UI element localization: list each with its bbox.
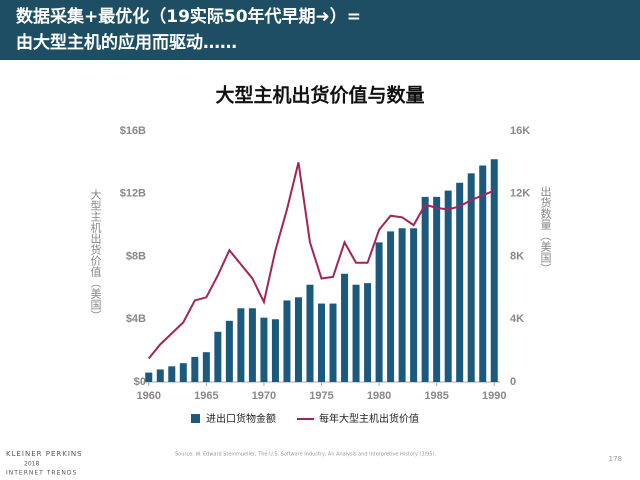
bar [364,283,372,382]
source-note: Source: W. Edward Steinmueller, The U.S.… [175,452,437,458]
header-line: 数据采集+最优化（19实际50年代早期➜）= [16,6,361,27]
bar [490,159,498,382]
bar [444,190,452,382]
bar [283,300,291,382]
y2-tick-label: 12K [510,188,530,200]
y-tick-label: $8B [126,250,146,262]
bar [467,173,475,382]
bar [456,182,464,382]
bar [352,284,360,382]
line [147,162,495,360]
legend-label: 进出口货物金额 [206,412,276,425]
bar [168,366,176,382]
bar [191,356,199,382]
logo-text: 2018 [24,461,39,468]
header-line: 由大型主机的应用而驱动…… [16,32,237,53]
x-tick-label: 1990 [482,390,506,402]
x-tick-label: 1965 [194,390,218,402]
bar [306,284,314,382]
x-tick-label: 1960 [137,390,161,402]
x-tick-label: 1980 [367,390,391,402]
legend-label: 每年大型主机出货价值 [319,412,419,425]
bar [375,242,383,382]
legend-swatch [191,414,200,423]
page-number: 178 [609,455,622,463]
bar [248,308,256,382]
x-tick-label: 1975 [309,390,333,402]
y-tick-label: $0 [134,376,146,388]
x-tick-label: 1970 [252,390,276,402]
bar [237,308,245,382]
bar [341,273,349,382]
bar [225,320,233,382]
logo-text: KLEINER PERKINS [6,450,83,458]
y-tick-label: $4B [126,313,146,325]
y2-tick-label: 16K [510,125,530,137]
y-tick-label: $16B [120,125,146,137]
bar [145,372,153,382]
bar [179,363,187,382]
bar [318,303,325,382]
y2-tick-label: 0 [510,376,516,388]
bar [398,228,406,382]
chart-title: 大型主机出货价值与数量 [215,84,424,107]
bar [260,317,268,382]
x-tick-label: 1985 [424,390,448,402]
bar [421,196,429,382]
bar [156,369,164,382]
y2-tick-label: 4K [510,313,524,325]
bar [202,352,210,382]
bar [410,228,418,382]
bar [214,331,222,382]
y-axis-title: 大型主机出货价值（美国） [89,188,102,321]
bar [433,196,441,382]
bar [479,165,487,382]
bar [271,319,279,382]
bar [294,297,302,382]
header-band [0,0,640,60]
bar [329,303,337,382]
y2-axis-title: 出货数量（美国） [539,185,552,274]
logo-text: INTERNET TRENDS [6,470,77,477]
y-tick-label: $12B [120,188,146,200]
bar [387,231,395,382]
y2-tick-label: 8K [510,250,524,262]
